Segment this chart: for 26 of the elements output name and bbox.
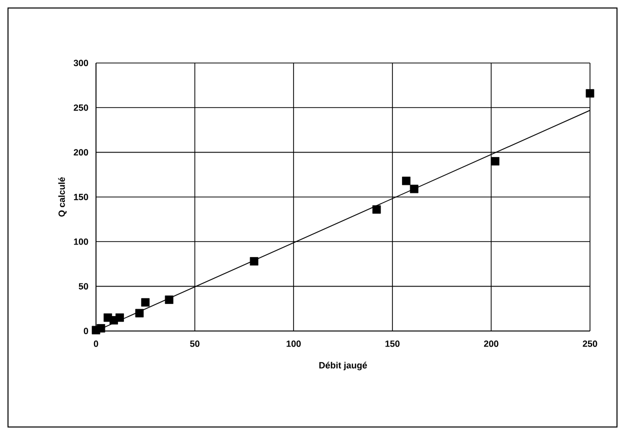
point [141, 298, 150, 307]
x-tick-label: 150 [385, 340, 400, 347]
point [402, 176, 410, 186]
y-tick-label: 300 [74, 60, 88, 66]
point [250, 257, 258, 266]
y-tick-label: 0 [84, 328, 88, 334]
y-tick-label: 250 [74, 104, 88, 111]
point [586, 89, 594, 98]
point [135, 308, 144, 318]
y-axis-title: Q calculé [58, 177, 67, 217]
x-tick-label: 0 [94, 340, 98, 347]
y-tick-label: 100 [74, 238, 88, 245]
x-axis-title: Débit jaugé [319, 362, 367, 370]
y-tick-label: 200 [74, 149, 88, 156]
point [116, 313, 124, 322]
x-tick-label: 50 [190, 340, 200, 347]
y-tick-label: 50 [78, 283, 88, 290]
point [410, 184, 418, 194]
point [96, 324, 106, 333]
x-tick-label: 250 [582, 340, 598, 347]
point [164, 296, 174, 304]
x-tick-label: 100 [286, 340, 301, 347]
point [372, 205, 381, 214]
x-tick-label: 200 [484, 340, 498, 347]
y-tick-label: 150 [74, 194, 88, 200]
point [490, 157, 500, 166]
